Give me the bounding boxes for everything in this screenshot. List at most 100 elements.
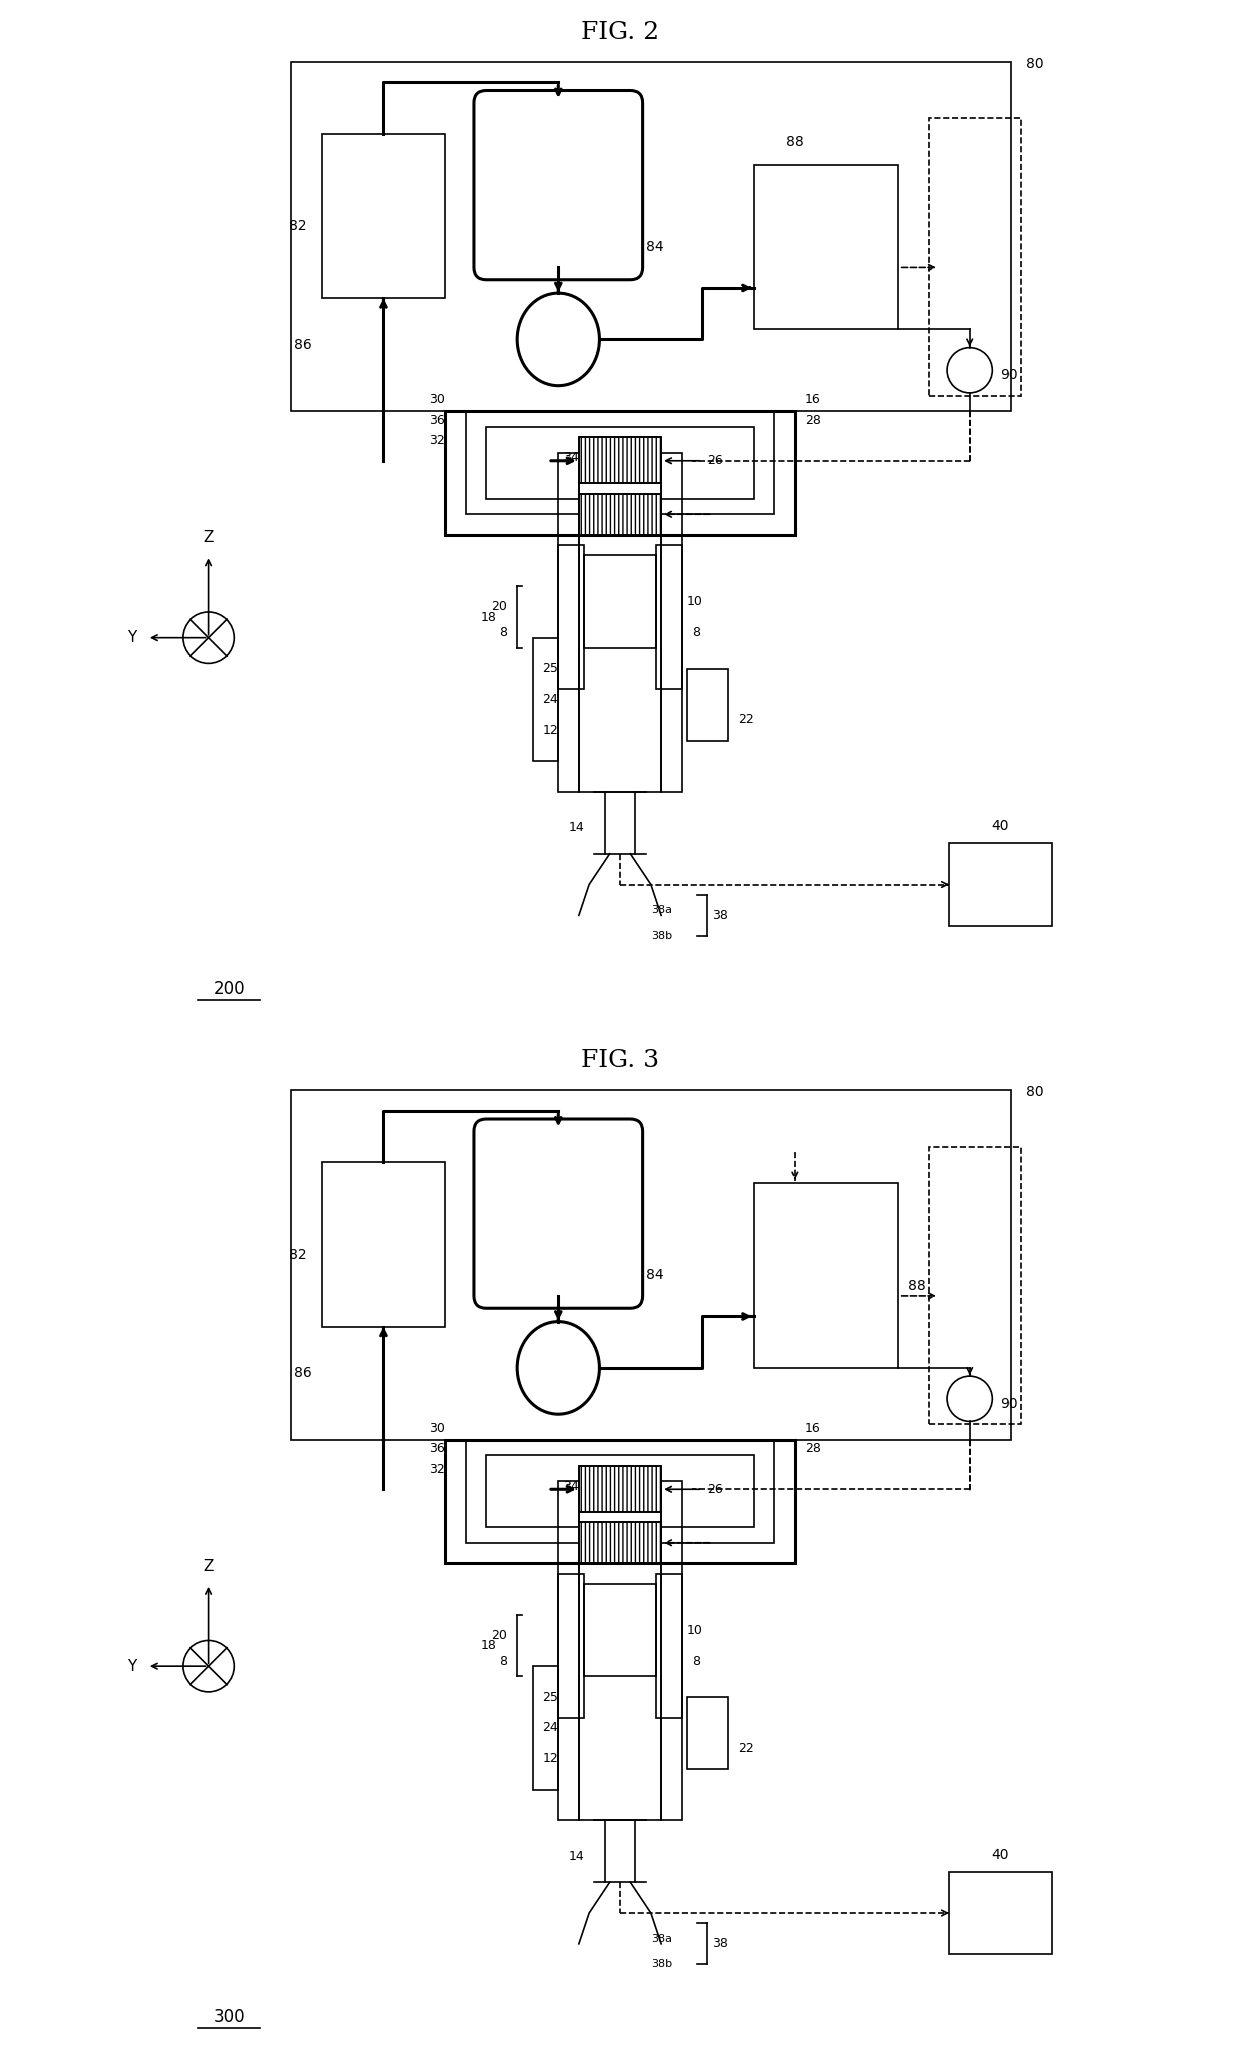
- Text: 82: 82: [289, 1249, 306, 1261]
- Bar: [584, 1584, 656, 1676]
- Bar: [558, 1481, 579, 1820]
- Bar: [445, 1440, 795, 1563]
- Text: 8: 8: [692, 1654, 701, 1668]
- Bar: [579, 1465, 661, 1512]
- Text: 38a: 38a: [651, 905, 672, 915]
- Text: 88: 88: [786, 136, 804, 150]
- Text: 38b: 38b: [651, 1958, 672, 1969]
- Text: 30: 30: [429, 1421, 445, 1436]
- Bar: [466, 411, 774, 514]
- Bar: [579, 1465, 661, 1512]
- Text: 20: 20: [491, 1629, 507, 1641]
- Bar: [687, 669, 728, 741]
- Bar: [579, 1522, 661, 1563]
- Bar: [579, 494, 661, 535]
- Text: 34: 34: [563, 1479, 579, 1493]
- Bar: [656, 1574, 682, 1718]
- Text: 10: 10: [687, 594, 703, 609]
- Text: 88: 88: [908, 1279, 926, 1292]
- Bar: [754, 165, 898, 329]
- Bar: [486, 1456, 754, 1526]
- Text: 12: 12: [543, 724, 558, 736]
- Text: 16: 16: [805, 1421, 821, 1436]
- Text: 80: 80: [1027, 58, 1044, 70]
- Bar: [579, 1522, 661, 1563]
- Bar: [291, 62, 1011, 411]
- Bar: [579, 438, 661, 483]
- Bar: [579, 453, 661, 792]
- Text: 30: 30: [429, 393, 445, 407]
- Bar: [661, 1481, 682, 1820]
- Text: 10: 10: [687, 1623, 703, 1637]
- Text: 16: 16: [805, 393, 821, 407]
- Text: 12: 12: [543, 1753, 558, 1765]
- Text: 80: 80: [1027, 1086, 1044, 1098]
- Text: 38a: 38a: [651, 1934, 672, 1944]
- Text: FIG. 3: FIG. 3: [580, 1049, 660, 1072]
- Text: 200: 200: [213, 979, 246, 998]
- Text: 14: 14: [568, 1849, 584, 1864]
- Text: 38: 38: [713, 909, 728, 922]
- Text: 14: 14: [568, 821, 584, 835]
- Text: 28: 28: [805, 413, 821, 428]
- Text: 28: 28: [805, 1442, 821, 1456]
- Text: 36: 36: [429, 413, 445, 428]
- Text: 40: 40: [992, 819, 1009, 833]
- Text: 34: 34: [563, 450, 579, 465]
- Text: 22: 22: [738, 1742, 754, 1755]
- Text: 26: 26: [708, 1483, 723, 1495]
- Text: 8: 8: [498, 1654, 507, 1668]
- Bar: [754, 1183, 898, 1368]
- Text: 32: 32: [429, 1463, 445, 1477]
- Text: Z: Z: [203, 1559, 213, 1574]
- Text: 84: 84: [646, 1269, 663, 1282]
- Text: 24: 24: [543, 693, 558, 706]
- Bar: [579, 438, 661, 483]
- Bar: [656, 545, 682, 689]
- Text: 86: 86: [294, 337, 311, 352]
- Bar: [445, 411, 795, 535]
- Bar: [687, 1697, 728, 1769]
- Bar: [321, 1162, 445, 1327]
- Text: Y: Y: [128, 1658, 136, 1674]
- Text: 24: 24: [543, 1722, 558, 1734]
- Bar: [558, 1574, 584, 1718]
- Bar: [486, 428, 754, 500]
- Text: 8: 8: [692, 625, 701, 640]
- Text: 36: 36: [429, 1442, 445, 1456]
- Text: 8: 8: [498, 625, 507, 640]
- Text: 90: 90: [1001, 1397, 1018, 1411]
- Text: 25: 25: [542, 662, 558, 675]
- Bar: [558, 453, 579, 792]
- Text: 18: 18: [481, 611, 496, 623]
- Bar: [532, 638, 558, 761]
- Text: 26: 26: [708, 455, 723, 467]
- Bar: [579, 494, 661, 535]
- Bar: [466, 1440, 774, 1543]
- Bar: [929, 117, 1021, 395]
- Text: 300: 300: [213, 2008, 246, 2026]
- Text: 18: 18: [481, 1639, 496, 1652]
- Text: Y: Y: [128, 629, 136, 646]
- Text: 25: 25: [542, 1691, 558, 1703]
- Bar: [291, 1090, 1011, 1440]
- Bar: [532, 1666, 558, 1790]
- Bar: [929, 1148, 1021, 1423]
- Text: Z: Z: [203, 531, 213, 545]
- Text: 90: 90: [1001, 368, 1018, 383]
- Text: 32: 32: [429, 434, 445, 448]
- Bar: [558, 545, 584, 689]
- Bar: [321, 134, 445, 298]
- Text: 84: 84: [646, 241, 663, 253]
- Bar: [661, 453, 682, 792]
- Text: 20: 20: [491, 601, 507, 613]
- Text: 38b: 38b: [651, 930, 672, 940]
- Bar: [579, 1481, 661, 1820]
- Text: 22: 22: [738, 714, 754, 726]
- Bar: [584, 555, 656, 648]
- Text: 82: 82: [289, 220, 306, 232]
- Text: 40: 40: [992, 1847, 1009, 1862]
- Bar: [949, 843, 1052, 926]
- Text: FIG. 2: FIG. 2: [580, 21, 660, 43]
- Text: 86: 86: [294, 1366, 311, 1380]
